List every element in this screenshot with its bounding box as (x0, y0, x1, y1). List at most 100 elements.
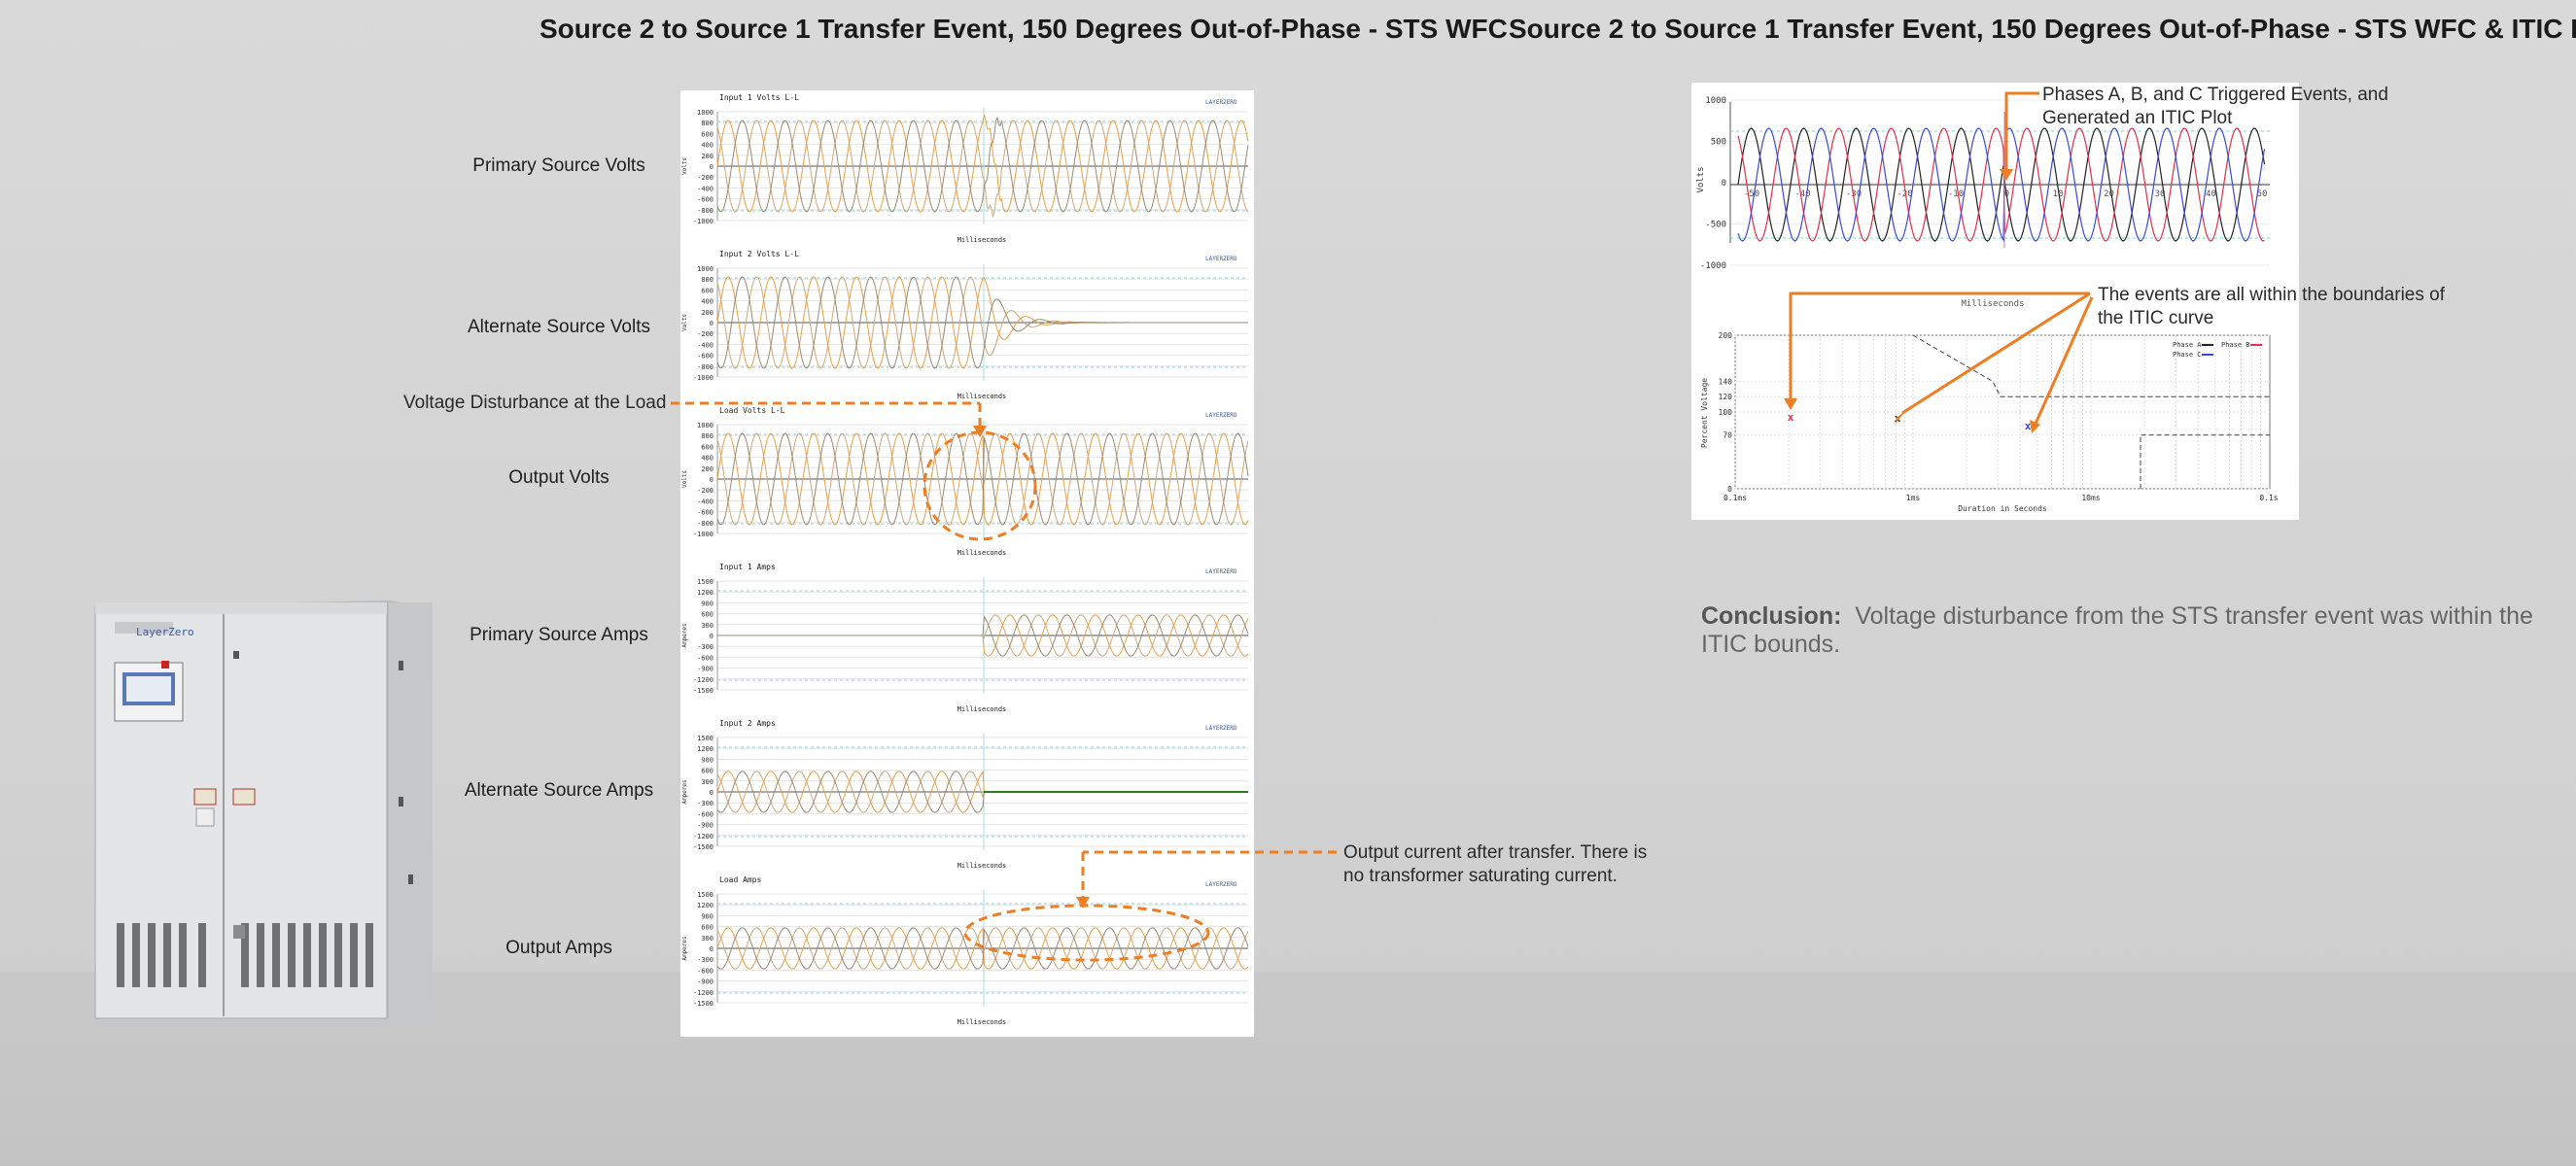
x-tick-label: -50 (1744, 189, 1759, 199)
y-tick-label: -600 (697, 654, 714, 662)
y-tick-label: -1200 (693, 833, 714, 840)
itic-curve-chart: 200 140 120 100 70 00.1ms 1ms 10ms 0.1s Duration … (1700, 331, 2279, 513)
y-tick-label: -300 (697, 956, 714, 964)
y-tick-label: -300 (697, 643, 714, 651)
y-tick-label: 300 (701, 622, 714, 630)
y-tick-label: 400 (701, 142, 714, 150)
legend-entry: Phase A (2173, 341, 2202, 349)
x-tick-label: 0.1ms (1723, 494, 1747, 502)
x-axis-label: Milliseconds (957, 705, 1007, 713)
y-tick-label: 600 (701, 130, 714, 138)
row-label-alternate-volts: Alternate Source Volts (468, 317, 650, 337)
y-tick-label: 70 (1723, 431, 1732, 440)
voltage-disturbance-label: Voltage Disturbance at the Load (403, 393, 667, 413)
phase-trace (716, 116, 1249, 213)
y-tick-label: -400 (697, 497, 714, 505)
waveform-title: Input 1 Amps (719, 563, 776, 571)
y-tick-label: -1500 (693, 843, 714, 851)
y-tick-label: 140 (1719, 377, 1733, 386)
row-label-output-volts: Output Volts (508, 467, 609, 488)
row-label-primary-amps: Primary Source Amps (470, 625, 648, 645)
y-tick-label: -600 (697, 196, 714, 204)
y-axis-label: Amperes (681, 779, 688, 805)
y-tick-label: 600 (701, 924, 714, 932)
logo-mark: LAYERZERO (1205, 725, 1237, 732)
y-axis-label: Percent Voltage (1700, 378, 1709, 448)
y-axis-label: Amperes (681, 936, 688, 961)
y-tick-label: -1200 (693, 989, 714, 997)
y-tick-label: 120 (1719, 393, 1733, 401)
itic-phase-trace (1737, 127, 2265, 242)
y-tick-label: -600 (697, 509, 714, 517)
waveform-title: Input 1 Volts L-L (719, 93, 799, 102)
itic-lower-boundary (2140, 434, 2270, 489)
left-title: Source 2 to Source 1 Transfer Event, 150… (540, 14, 1508, 44)
y-tick-label: -300 (697, 800, 714, 807)
right-title: Source 2 to Source 1 Transfer Event, 150… (1509, 14, 2576, 44)
y-tick-label: -200 (697, 487, 714, 495)
y-tick-label: -1500 (693, 1000, 714, 1008)
y-tick-label: 100 (1719, 408, 1733, 417)
legend-entry: Phase C (2173, 351, 2202, 359)
y-tick-label: 600 (701, 287, 714, 294)
phase-trace (717, 614, 1249, 657)
y-tick-label: 1000 (697, 422, 714, 429)
waveform-chart-6: Load Amps LAYERZERO 1500 1200 900 600 300 0 -300… (681, 875, 1249, 1026)
x-axis-label: Milliseconds (957, 549, 1007, 557)
y-tick-label: 1500 (697, 578, 714, 586)
y-tick-label: 0 (710, 789, 714, 797)
waveform-title: Input 2 Volts L-L (719, 250, 799, 258)
conclusion: Conclusion: Voltage disturbance from the… (1701, 602, 2576, 659)
y-axis-label: Volts (681, 157, 688, 175)
y-axis-label: Volts (681, 314, 688, 331)
y-axis-label: Volts (681, 470, 688, 488)
within-bounds-note: The events are all within the boundaries… (2098, 285, 2445, 328)
y-tick-label: 1500 (697, 735, 714, 742)
itic-event-marker: x (2025, 420, 2032, 432)
y-tick-label: 900 (701, 600, 714, 607)
waveform-capture-panel: Input 1 Volts L-L LAYERZERO 1000 800 600 400 2… (680, 90, 1254, 1037)
waveform-title: Load Amps (719, 875, 762, 884)
y-tick-label: 1000 (1705, 96, 1726, 106)
x-tick-label: -10 (1948, 189, 1964, 199)
x-tick-label: 1ms (1906, 494, 1921, 502)
y-axis-label: Amperes (681, 623, 688, 648)
logo-mark: LAYERZERO (1205, 412, 1237, 419)
itic-event-marker: x (1788, 411, 1794, 424)
x-tick-label: 20 (2104, 189, 2114, 199)
y-tick-label: -600 (697, 810, 714, 818)
y-tick-label: 1200 (697, 745, 714, 753)
itic-event-marker: x (1895, 412, 1901, 425)
logo-mark: LAYERZERO (1205, 99, 1237, 106)
y-tick-label: -900 (697, 666, 714, 673)
itic-phase-trace (1737, 127, 2266, 243)
phase-trace (716, 114, 1249, 213)
x-axis-label: Milliseconds (957, 1018, 1007, 1026)
row-label-primary-volts: Primary Source Volts (472, 155, 645, 176)
y-tick-label: 600 (701, 443, 714, 451)
y-tick-label: 800 (701, 432, 714, 440)
waveform-chart-2: Input 2 Volts L-L LAYERZERO 1000 800 600 400 2… (681, 250, 1248, 400)
y-tick-label: 400 (701, 455, 714, 463)
y-tick-label: 900 (701, 756, 714, 764)
y-tick-label: -800 (697, 207, 714, 215)
phases-triggered-note: Phases A, B, and C Triggered Events, and… (2042, 85, 2388, 128)
waveform-charts: Input 1 Volts L-L LAYERZERO 1000 800 600 400 2… (681, 93, 1249, 1026)
y-tick-label: 1200 (697, 589, 714, 597)
y-tick-label: -900 (697, 978, 714, 986)
y-tick-label: -1000 (693, 218, 714, 225)
row-label-alternate-amps: Alternate Source Amps (464, 780, 654, 801)
itic-upper-boundary (1912, 334, 2270, 397)
x-tick-label: -40 (1794, 189, 1810, 199)
y-tick-label: -800 (697, 520, 714, 528)
x-axis-label: Duration in Seconds (1958, 504, 2047, 513)
waveform-chart-1: Input 1 Volts L-L LAYERZERO 1000 800 600 400 2… (681, 93, 1249, 244)
y-tick-label: -1000 (1700, 261, 1726, 271)
y-tick-label: 400 (701, 298, 714, 306)
y-tick-label: 1000 (697, 109, 714, 117)
y-tick-label: -800 (697, 363, 714, 371)
waveform-title: Input 2 Amps (719, 719, 776, 728)
y-tick-label: -600 (697, 967, 714, 975)
y-tick-label: -1200 (693, 676, 714, 684)
